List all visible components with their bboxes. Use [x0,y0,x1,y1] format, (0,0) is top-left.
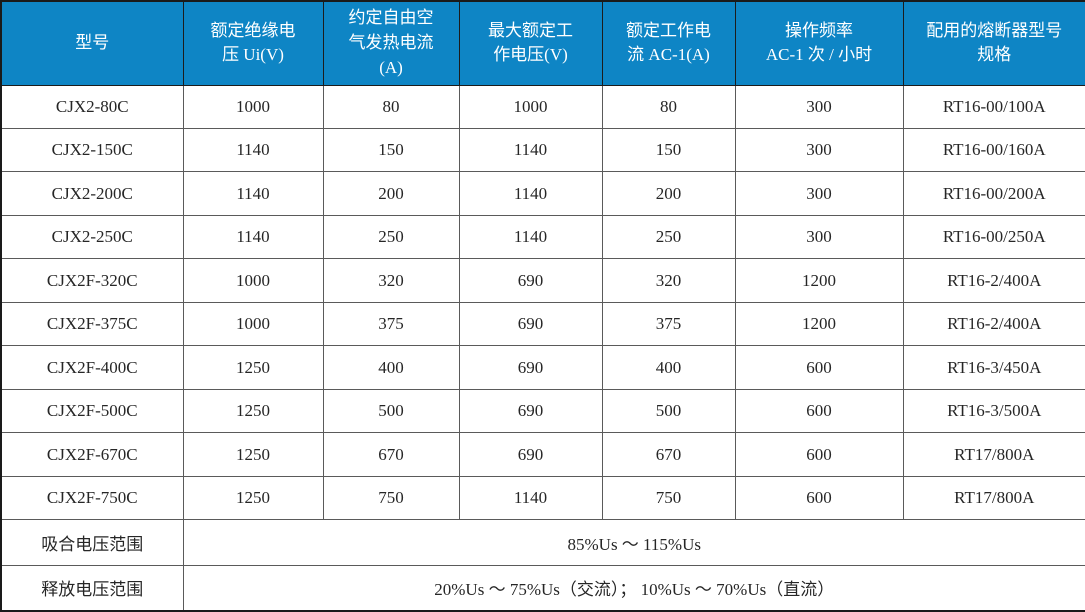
table-row: CJX2F-375C 1000 375 690 375 1200 RT16-2/… [0,301,1085,347]
value-cell: 690 [458,388,603,434]
value-cell: 80 [601,84,736,129]
value-cell: 600 [734,432,904,477]
table-row: CJX2-200C 1140 200 1140 200 300 RT16-00/… [0,171,1085,216]
value-cell: 1200 [734,258,904,303]
pickup-voltage-row: 吸合电压范围 85%Us ～ 115%Us [0,519,1085,566]
value-cell: 1140 [182,127,324,173]
table-row: CJX2F-670C 1250 670 690 670 600 RT17/800… [0,432,1085,477]
value-cell: 150 [601,127,736,173]
fuse-cell: RT17/800A [902,432,1085,477]
value-cell: 80 [322,84,460,129]
table-row: CJX2F-750C 1250 750 1140 750 600 RT17/80… [0,475,1085,521]
table-row: CJX2-80C 1000 80 1000 80 300 RT16-00/100… [0,84,1085,129]
value-cell: 750 [322,475,460,521]
fuse-cell: RT16-2/400A [902,301,1085,347]
value-cell: 1000 [182,84,324,129]
value-cell: 300 [734,171,904,216]
value-cell: 670 [322,432,460,477]
table-row: CJX2F-320C 1000 320 690 320 1200 RT16-2/… [0,258,1085,303]
value-cell: 1140 [458,171,603,216]
model-cell: CJX2F-750C [0,475,184,521]
fuse-cell: RT16-2/400A [902,258,1085,303]
table-header: 型号 额定绝缘电 压 Ui(V) 约定自由空 气发热电流 (A) 最大额定工 作… [0,0,1085,86]
header-row: 型号 额定绝缘电 压 Ui(V) 约定自由空 气发热电流 (A) 最大额定工 作… [0,0,1085,86]
table-row: CJX2-250C 1140 250 1140 250 300 RT16-00/… [0,214,1085,260]
fuse-cell: RT16-00/250A [902,214,1085,260]
model-cell: CJX2F-400C [0,345,184,390]
model-cell: CJX2-250C [0,214,184,260]
fuse-cell: RT16-00/160A [902,127,1085,173]
value-cell: 300 [734,84,904,129]
value-cell: 750 [601,475,736,521]
value-cell: 250 [322,214,460,260]
table-row: CJX2F-500C 1250 500 690 500 600 RT16-3/5… [0,388,1085,434]
value-cell: 375 [322,301,460,347]
col-header-rated-working-current: 额定工作电 流 AC-1(A) [601,0,736,86]
fuse-cell: RT16-3/450A [902,345,1085,390]
table-row: CJX2F-400C 1250 400 690 400 600 RT16-3/4… [0,345,1085,390]
value-cell: 1000 [458,84,603,129]
table-row: CJX2-150C 1140 150 1140 150 300 RT16-00/… [0,127,1085,173]
value-cell: 1140 [458,127,603,173]
value-cell: 1250 [182,432,324,477]
value-cell: 1250 [182,388,324,434]
value-cell: 150 [322,127,460,173]
model-cell: CJX2-200C [0,171,184,216]
value-cell: 1140 [182,214,324,260]
value-cell: 375 [601,301,736,347]
value-cell: 690 [458,432,603,477]
col-header-fuse-spec: 配用的熔断器型号 规格 [902,0,1085,86]
value-cell: 200 [322,171,460,216]
col-header-max-working-voltage: 最大额定工 作电压(V) [458,0,603,86]
value-cell: 600 [734,388,904,434]
release-voltage-row: 释放电压范围 20%Us ～ 75%Us（交流）； 10%Us ～ 70%Us（… [0,564,1085,612]
value-cell: 1000 [182,258,324,303]
value-cell: 500 [601,388,736,434]
value-cell: 300 [734,127,904,173]
model-cell: CJX2F-670C [0,432,184,477]
value-cell: 600 [734,345,904,390]
value-cell: 690 [458,301,603,347]
model-cell: CJX2F-320C [0,258,184,303]
model-cell: CJX2F-375C [0,301,184,347]
value-cell: 320 [322,258,460,303]
value-cell: 1200 [734,301,904,347]
fuse-cell: RT16-00/100A [902,84,1085,129]
col-header-operation-frequency: 操作频率 AC-1 次 / 小时 [734,0,904,86]
release-voltage-value: 20%Us ～ 75%Us（交流）； 10%Us ～ 70%Us（直流） [182,564,1085,612]
value-cell: 250 [601,214,736,260]
model-cell: CJX2F-500C [0,388,184,434]
value-cell: 1250 [182,475,324,521]
value-cell: 500 [322,388,460,434]
value-cell: 1250 [182,345,324,390]
value-cell: 1140 [458,214,603,260]
model-cell: CJX2-150C [0,127,184,173]
value-cell: 300 [734,214,904,260]
col-header-conventional-thermal-current: 约定自由空 气发热电流 (A) [322,0,460,86]
value-cell: 400 [322,345,460,390]
value-cell: 1000 [182,301,324,347]
fuse-cell: RT16-00/200A [902,171,1085,216]
pickup-voltage-label: 吸合电压范围 [0,519,184,566]
model-cell: CJX2-80C [0,84,184,129]
value-cell: 690 [458,258,603,303]
col-header-rated-insulation-voltage: 额定绝缘电 压 Ui(V) [182,0,324,86]
value-cell: 400 [601,345,736,390]
table-body: CJX2-80C 1000 80 1000 80 300 RT16-00/100… [0,84,1085,612]
col-header-model: 型号 [0,0,184,86]
value-cell: 1140 [458,475,603,521]
value-cell: 200 [601,171,736,216]
value-cell: 690 [458,345,603,390]
value-cell: 600 [734,475,904,521]
fuse-cell: RT16-3/500A [902,388,1085,434]
pickup-voltage-value: 85%Us ～ 115%Us [182,519,1085,566]
release-voltage-label: 释放电压范围 [0,564,184,612]
value-cell: 1140 [182,171,324,216]
value-cell: 670 [601,432,736,477]
value-cell: 320 [601,258,736,303]
fuse-cell: RT17/800A [902,475,1085,521]
